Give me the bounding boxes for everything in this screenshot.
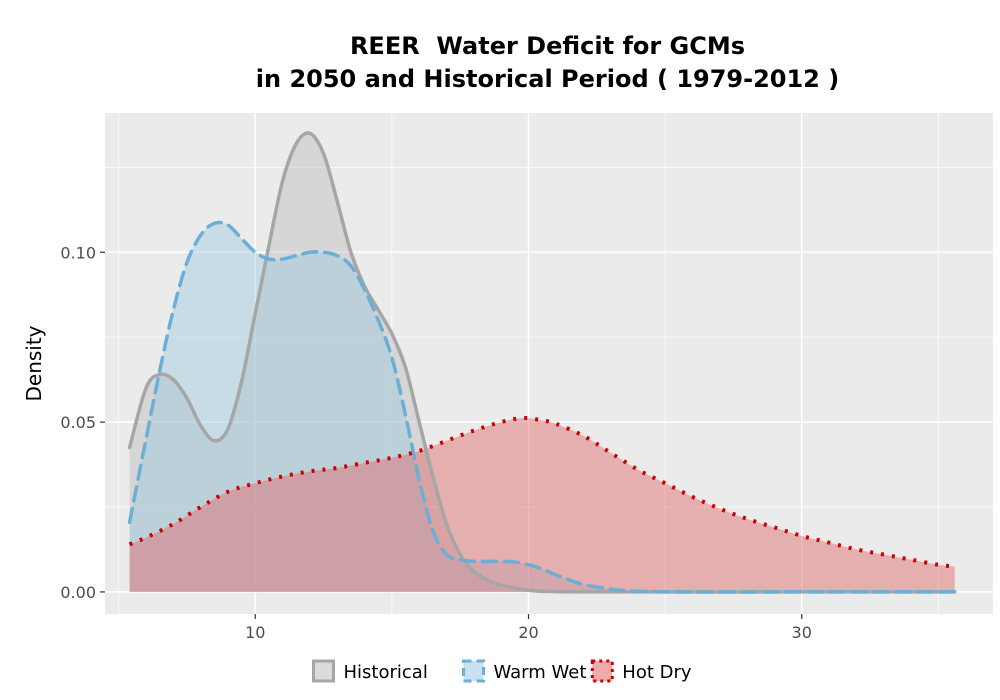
y-tick-label: 0.10 [60,243,96,262]
legend-key-hot-dry [590,659,614,683]
chart-title: REER Water Deficit for GCMs in 2050 and … [0,30,1000,96]
series-line-warm-wet [127,220,957,594]
series-layer [127,131,957,594]
plot-panel [105,113,993,614]
series-line-historical [127,131,957,594]
minor-gridlines [105,113,993,614]
y-tick-label: 0.05 [60,413,96,432]
axis-ticks [100,251,803,619]
legend-item-hot-dry: Hot Dry [590,659,692,683]
x-tick-label: 30 [792,623,812,642]
legend-item-warm-wet: Warm Wet [462,659,587,683]
legend-key-historical [312,659,335,683]
legend-key-warm-wet [462,659,485,683]
series-area-warm-wet [129,222,955,592]
legend: Historical Warm Wet Hot Dry [312,659,692,683]
legend-item-historical: Historical [312,659,428,683]
chart-title-line-1: REER Water Deficit for GCMs [349,32,746,60]
legend-label-historical: Historical [344,662,428,683]
x-tick-label: 10 [245,623,265,642]
x-tick-label: 20 [518,623,538,642]
legend-label-warm-wet: Warm Wet [494,662,587,683]
tick-labels: 10 20 30 0.00 0.05 0.10 [60,243,812,642]
legend-label-hot-dry: Hot Dry [622,662,692,683]
series-area-historical [129,132,955,592]
y-tick-label: 0.00 [60,583,96,602]
chart-title-line-2: in 2050 and Historical Period ( 1979-201… [255,65,840,93]
series-area-hot-dry [129,417,955,592]
y-axis-title: Density [22,325,46,401]
